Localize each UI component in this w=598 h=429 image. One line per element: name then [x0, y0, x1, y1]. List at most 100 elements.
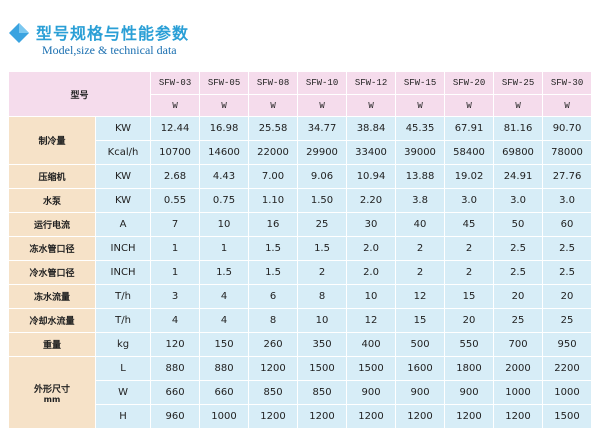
- value-cell: 60: [542, 212, 593, 237]
- row-label-text: 外形尺寸: [33, 384, 70, 395]
- value-cell: 1200: [248, 404, 299, 429]
- unit: Kcal/h: [94, 140, 152, 165]
- value-cell: 2000: [493, 356, 544, 381]
- value-cell: 2.0: [346, 236, 397, 261]
- value-cell: 24.91: [493, 164, 544, 189]
- value-cell: 1200: [395, 404, 446, 429]
- table-row: 压缩机 KW 2.68 4.43 7.00 9.06 10.94 13.88 19.02 24.9…: [8, 164, 593, 189]
- row-label: 水泵: [8, 188, 96, 213]
- value-cell: 20: [444, 308, 495, 333]
- value-cell: 34.77: [297, 116, 348, 141]
- value-cell: 50: [493, 212, 544, 237]
- unit: KW: [94, 188, 152, 213]
- row-label-text: 运行电流: [33, 221, 70, 231]
- value-cell: 45.35: [395, 116, 446, 141]
- value-cell: 15: [444, 284, 495, 309]
- value-cell: 7: [150, 212, 201, 237]
- value-cell: 150: [199, 332, 250, 357]
- value-cell: 3.0: [542, 188, 593, 213]
- value-cell: 660: [150, 380, 201, 405]
- value-cell: 25: [542, 308, 593, 333]
- row-label: 压缩机: [8, 164, 96, 189]
- unit: T/h: [94, 308, 152, 333]
- unit: INCH: [94, 260, 152, 285]
- value-cell: 2.5: [542, 236, 593, 261]
- value-cell: 2: [395, 260, 446, 285]
- value-cell: 2.5: [493, 236, 544, 261]
- row-label: 重量: [8, 332, 96, 357]
- row-sublabel: mm: [43, 394, 61, 404]
- table-row: 重量 kg 120 150 260 350 400 500 550 700 950: [8, 332, 593, 357]
- value-cell: 950: [542, 332, 593, 357]
- value-cell: 67.91: [444, 116, 495, 141]
- value-cell: 22000: [248, 140, 299, 165]
- table-row: 冻水流量 T/h 3 4 6 8 10 12 15 20 20: [8, 284, 593, 309]
- value-cell: 2: [444, 236, 495, 261]
- value-cell: 3.0: [493, 188, 544, 213]
- value-cell: 1.5: [199, 260, 250, 285]
- value-cell: 7.00: [248, 164, 299, 189]
- value-cell: 10: [199, 212, 250, 237]
- value-cell: 2: [297, 260, 348, 285]
- table-row: H 960 1000 1200 1200 1200 1200 1200 1200 1500: [9, 404, 593, 429]
- value-cell: 3.0: [444, 188, 495, 213]
- value-cell: 1600: [395, 356, 446, 381]
- value-cell: 39000: [395, 140, 446, 165]
- value-cell: 8: [248, 308, 299, 333]
- value-cell: 10: [346, 284, 397, 309]
- value-cell: 25: [493, 308, 544, 333]
- value-cell: 90.70: [542, 116, 593, 141]
- unit: T/h: [94, 284, 152, 309]
- value-cell: 81.16: [493, 116, 544, 141]
- value-cell: 6: [248, 284, 299, 309]
- value-cell: 2.0: [346, 260, 397, 285]
- value-cell: 1.50: [297, 188, 348, 213]
- value-cell: 1.5: [248, 236, 299, 261]
- value-cell: 900: [444, 380, 495, 405]
- value-cell: 1.10: [248, 188, 299, 213]
- table-row: W 660 660 850 850 900 900 900 1000 1000: [9, 380, 593, 405]
- row-label: 冷水管口径: [8, 260, 96, 285]
- row-label-text: 制冷量: [38, 137, 66, 147]
- row-label: 制冷量: [8, 116, 96, 165]
- value-cell: 0.75: [199, 188, 250, 213]
- value-cell: 1000: [493, 380, 544, 405]
- value-cell: 2.20: [346, 188, 397, 213]
- value-cell: 25.58: [248, 116, 299, 141]
- value-cell: 12.44: [150, 116, 201, 141]
- unit: INCH: [94, 236, 152, 261]
- value-cell: 13.88: [395, 164, 446, 189]
- row-label-text: 冻水流量: [33, 293, 70, 303]
- table-row: 外形尺寸 mm L 880 880 1200 1500 1500 1600 1800 2000 220…: [8, 356, 593, 429]
- unit: kg: [94, 332, 152, 357]
- value-cell: 1800: [444, 356, 495, 381]
- value-cell: 1500: [542, 404, 593, 429]
- value-cell: 900: [395, 380, 446, 405]
- value-cell: 30: [346, 212, 397, 237]
- value-cell: 10: [297, 308, 348, 333]
- model-name: SFW-08: [248, 71, 299, 95]
- model-unit: W: [346, 94, 397, 117]
- subtitle: Model,size & technical data: [42, 43, 177, 57]
- unit: L: [94, 356, 152, 381]
- table-row: 冻水管口径 INCH 1 1 1.5 1.5 2.0 2 2 2.5 2.5: [8, 236, 593, 261]
- value-cell: 1: [150, 236, 201, 261]
- row-label: 冻水管口径: [8, 236, 96, 261]
- model-name: SFW-20: [444, 71, 495, 95]
- table-row: 冷却水流量 T/h 4 4 8 10 12 15 20 25 25: [8, 308, 593, 333]
- value-cell: 880: [199, 356, 250, 381]
- value-cell: 4: [150, 308, 201, 333]
- model-name: SFW-15: [395, 71, 446, 95]
- value-cell: 20: [542, 284, 593, 309]
- value-cell: 27.76: [542, 164, 593, 189]
- value-cell: 29900: [297, 140, 348, 165]
- value-cell: 1: [199, 236, 250, 261]
- value-cell: 25: [297, 212, 348, 237]
- row-label-text: 压缩机: [38, 173, 66, 183]
- value-cell: 350: [297, 332, 348, 357]
- value-cell: 2.5: [542, 260, 593, 285]
- value-cell: 1: [150, 260, 201, 285]
- row-label-text: 冷水管口径: [29, 269, 75, 279]
- table-row: 型号 SFW-03 SFW-05 SFW-08 SFW-10 SFW-12 SFW-15 SF…: [7, 71, 593, 117]
- value-cell: 33400: [346, 140, 397, 165]
